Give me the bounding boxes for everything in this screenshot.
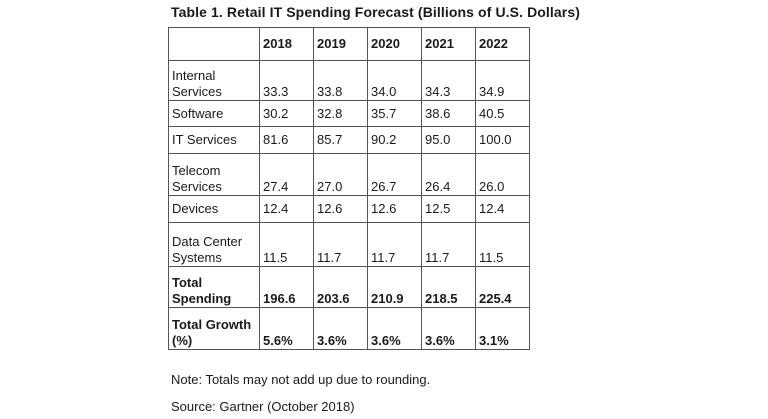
table-cell: 11.5 [475,222,530,267]
table-cell: 26.7 [367,153,422,196]
table-cell: 35.7 [367,100,422,127]
source-note: Source: Gartner (October 2018) [171,399,355,414]
table-cell: 3.6% [367,307,422,350]
table-cell: 3.6% [421,307,476,350]
table-cell: 100.0 [475,126,530,154]
table-cell: 210.9 [367,266,422,308]
table-cell: 196.6 [259,266,314,308]
row-label: Total Growth (%) [168,307,260,350]
table-cell: 225.4 [475,266,530,308]
row-label: Total Spending [168,266,260,308]
table-cell: 38.6 [421,100,476,127]
table-row: Devices 12.4 12.6 12.6 12.5 12.4 [168,195,530,223]
table-cell: 30.2 [259,100,314,127]
table-cell: 85.7 [313,126,368,154]
row-label: Data Center Systems [168,222,260,267]
table-row: Internal Services 33.3 33.8 34.0 34.3 34… [168,60,530,101]
table-cell: 34.3 [421,60,476,101]
table-cell: 11.7 [421,222,476,267]
table-cell: 203.6 [313,266,368,308]
table-cell: 26.0 [475,153,530,196]
row-label: Devices [168,195,260,223]
table-title: Table 1. Retail IT Spending Forecast (Bi… [171,4,580,20]
table-cell: 33.3 [259,60,314,101]
table-cell: 34.0 [367,60,422,101]
table-cell: 33.8 [313,60,368,101]
rounding-note: Note: Totals may not add up due to round… [171,372,431,387]
table-cell: 12.6 [313,195,368,223]
table-row: IT Services 81.6 85.7 90.2 95.0 100.0 [168,126,530,154]
header-cell-year: 2019 [313,27,368,61]
row-label: Internal Services [168,60,260,101]
table-cell: 3.1% [475,307,530,350]
table-cell: 12.4 [475,195,530,223]
header-cell [168,27,260,61]
table-cell: 95.0 [421,126,476,154]
table-row-total-spending: Total Spending 196.6 203.6 210.9 218.5 2… [168,266,530,308]
table-cell: 27.4 [259,153,314,196]
table-cell: 32.8 [313,100,368,127]
table-header-row: 2018 2019 2020 2021 2022 [168,27,530,61]
table-cell: 34.9 [475,60,530,101]
spending-forecast-table: 2018 2019 2020 2021 2022 Internal Servic… [168,27,530,350]
row-label: IT Services [168,126,260,154]
row-label: Telecom Services [168,153,260,196]
table-cell: 5.6% [259,307,314,350]
table-cell: 3.6% [313,307,368,350]
table-cell: 40.5 [475,100,530,127]
table-cell: 218.5 [421,266,476,308]
table-cell: 90.2 [367,126,422,154]
table-row-total-growth: Total Growth (%) 5.6% 3.6% 3.6% 3.6% 3.1… [168,307,530,350]
table-cell: 26.4 [421,153,476,196]
table-row: Data Center Systems 11.5 11.7 11.7 11.7 … [168,222,530,267]
table-row: Software 30.2 32.8 35.7 38.6 40.5 [168,100,530,127]
table-cell: 12.4 [259,195,314,223]
header-cell-year: 2018 [259,27,314,61]
table-cell: 81.6 [259,126,314,154]
header-cell-year: 2022 [475,27,530,61]
row-label: Software [168,100,260,127]
table-cell: 11.5 [259,222,314,267]
table-cell: 11.7 [313,222,368,267]
table-cell: 12.6 [367,195,422,223]
header-cell-year: 2021 [421,27,476,61]
table-cell: 27.0 [313,153,368,196]
table-row: Telecom Services 27.4 27.0 26.7 26.4 26.… [168,153,530,196]
table-cell: 11.7 [367,222,422,267]
header-cell-year: 2020 [367,27,422,61]
table-cell: 12.5 [421,195,476,223]
